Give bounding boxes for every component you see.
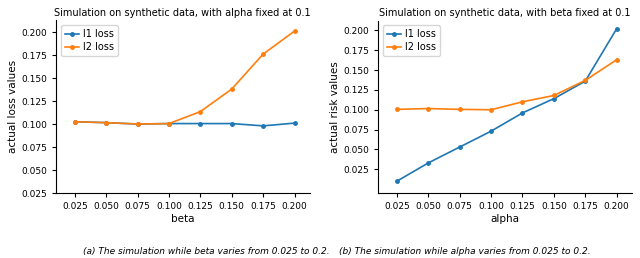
l2 loss bbox=[581, 79, 589, 82]
Y-axis label: actual loss values: actual loss values bbox=[8, 60, 19, 153]
l1 loss bbox=[228, 122, 236, 125]
l1 loss bbox=[550, 97, 557, 100]
Legend: l1 loss, l2 loss: l1 loss, l2 loss bbox=[61, 25, 118, 56]
l2 loss bbox=[550, 94, 557, 97]
l2 loss bbox=[134, 123, 141, 126]
l2 loss bbox=[196, 110, 204, 113]
l2 loss bbox=[456, 108, 463, 111]
l2 loss bbox=[424, 107, 432, 110]
l2 loss bbox=[612, 58, 620, 61]
l1 loss bbox=[71, 120, 79, 123]
l1 loss bbox=[291, 122, 298, 125]
l1 loss bbox=[487, 130, 495, 133]
l2 loss bbox=[259, 53, 267, 56]
Legend: l1 loss, l2 loss: l1 loss, l2 loss bbox=[383, 25, 440, 56]
l1 loss bbox=[393, 180, 401, 183]
l2 loss bbox=[518, 100, 526, 103]
l2 loss bbox=[291, 29, 298, 33]
Line: l2 loss: l2 loss bbox=[395, 58, 618, 111]
l2 loss bbox=[71, 120, 79, 123]
Title: Simulation on synthetic data, with beta fixed at 0.1: Simulation on synthetic data, with beta … bbox=[379, 8, 630, 18]
Text: (a) The simulation while beta varies from 0.025 to 0.2.: (a) The simulation while beta varies fro… bbox=[83, 247, 330, 256]
Text: (b) The simulation while alpha varies from 0.025 to 0.2.: (b) The simulation while alpha varies fr… bbox=[339, 247, 591, 256]
l1 loss bbox=[134, 123, 141, 126]
Title: Simulation on synthetic data, with alpha fixed at 0.1: Simulation on synthetic data, with alpha… bbox=[54, 8, 311, 18]
Y-axis label: actual risk values: actual risk values bbox=[330, 61, 340, 153]
l1 loss bbox=[518, 111, 526, 115]
l1 loss bbox=[456, 146, 463, 149]
l1 loss bbox=[102, 121, 110, 124]
X-axis label: alpha: alpha bbox=[490, 214, 520, 224]
l1 loss bbox=[424, 161, 432, 164]
l1 loss bbox=[196, 122, 204, 125]
Line: l2 loss: l2 loss bbox=[73, 29, 296, 126]
Line: l1 loss: l1 loss bbox=[73, 120, 296, 128]
l1 loss bbox=[612, 27, 620, 30]
l2 loss bbox=[393, 108, 401, 111]
Line: l1 loss: l1 loss bbox=[395, 27, 618, 183]
l1 loss bbox=[581, 80, 589, 83]
l2 loss bbox=[487, 108, 495, 111]
l2 loss bbox=[102, 121, 110, 124]
l2 loss bbox=[228, 87, 236, 91]
X-axis label: beta: beta bbox=[171, 214, 195, 224]
l2 loss bbox=[165, 122, 173, 125]
l1 loss bbox=[259, 124, 267, 127]
l1 loss bbox=[165, 122, 173, 125]
